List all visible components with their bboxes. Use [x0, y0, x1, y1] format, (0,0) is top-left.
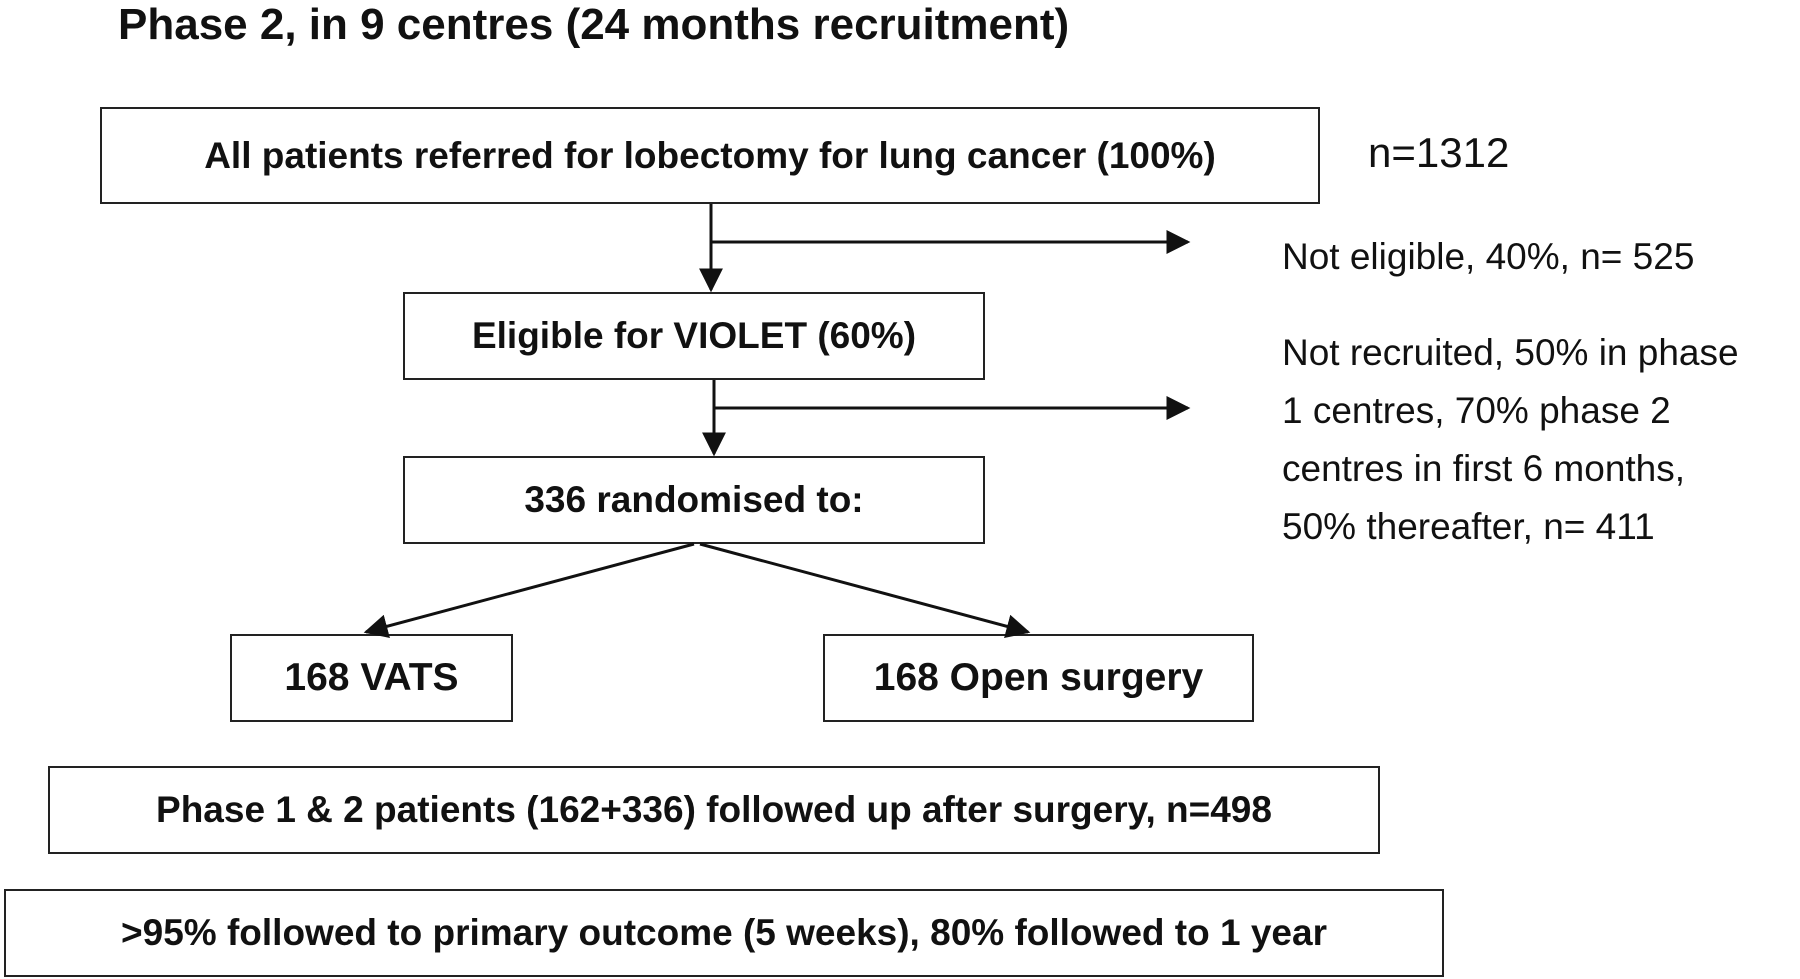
- note-not-recruited-line-4: 50% thereafter, n= 411: [1282, 506, 1655, 547]
- note-not-recruited-line-1: Not recruited, 50% in phase: [1282, 332, 1739, 373]
- box-vats: 168 VATS: [230, 634, 513, 722]
- box-open-surgery-label: 168 Open surgery: [873, 656, 1204, 699]
- box-eligible: Eligible for VIOLET (60%): [403, 292, 985, 380]
- box-primary-outcome-label: >95% followed to primary outcome (5 week…: [121, 912, 1327, 953]
- box-primary-outcome: >95% followed to primary outcome (5 week…: [4, 889, 1444, 977]
- box-all-patients: All patients referred for lobectomy for …: [100, 107, 1320, 204]
- box-randomised: 336 randomised to:: [403, 456, 985, 544]
- box-followed-up-label: Phase 1 & 2 patients (162+336) followed …: [156, 789, 1272, 830]
- arrow-to-open-surgery: [699, 542, 1031, 638]
- note-not-recruited-line-3: centres in first 6 months,: [1282, 448, 1686, 489]
- note-not-eligible: Not eligible, 40%, n= 525: [1282, 236, 1695, 277]
- box-followed-up: Phase 1 & 2 patients (162+336) followed …: [48, 766, 1380, 854]
- box-eligible-label: Eligible for VIOLET (60%): [471, 315, 917, 356]
- box-randomised-label: 336 randomised to:: [524, 479, 864, 520]
- diagram-title: Phase 2, in 9 centres (24 months recruit…: [118, 0, 1070, 49]
- box-vats-label: 168 VATS: [284, 656, 459, 699]
- box-all-patients-label: All patients referred for lobectomy for …: [204, 134, 1216, 176]
- note-total-n: n=1312: [1368, 129, 1510, 176]
- box-open-surgery: 168 Open surgery: [823, 634, 1254, 722]
- arrow-to-vats: [363, 542, 695, 638]
- note-not-recruited-line-2: 1 centres, 70% phase 2: [1282, 390, 1671, 431]
